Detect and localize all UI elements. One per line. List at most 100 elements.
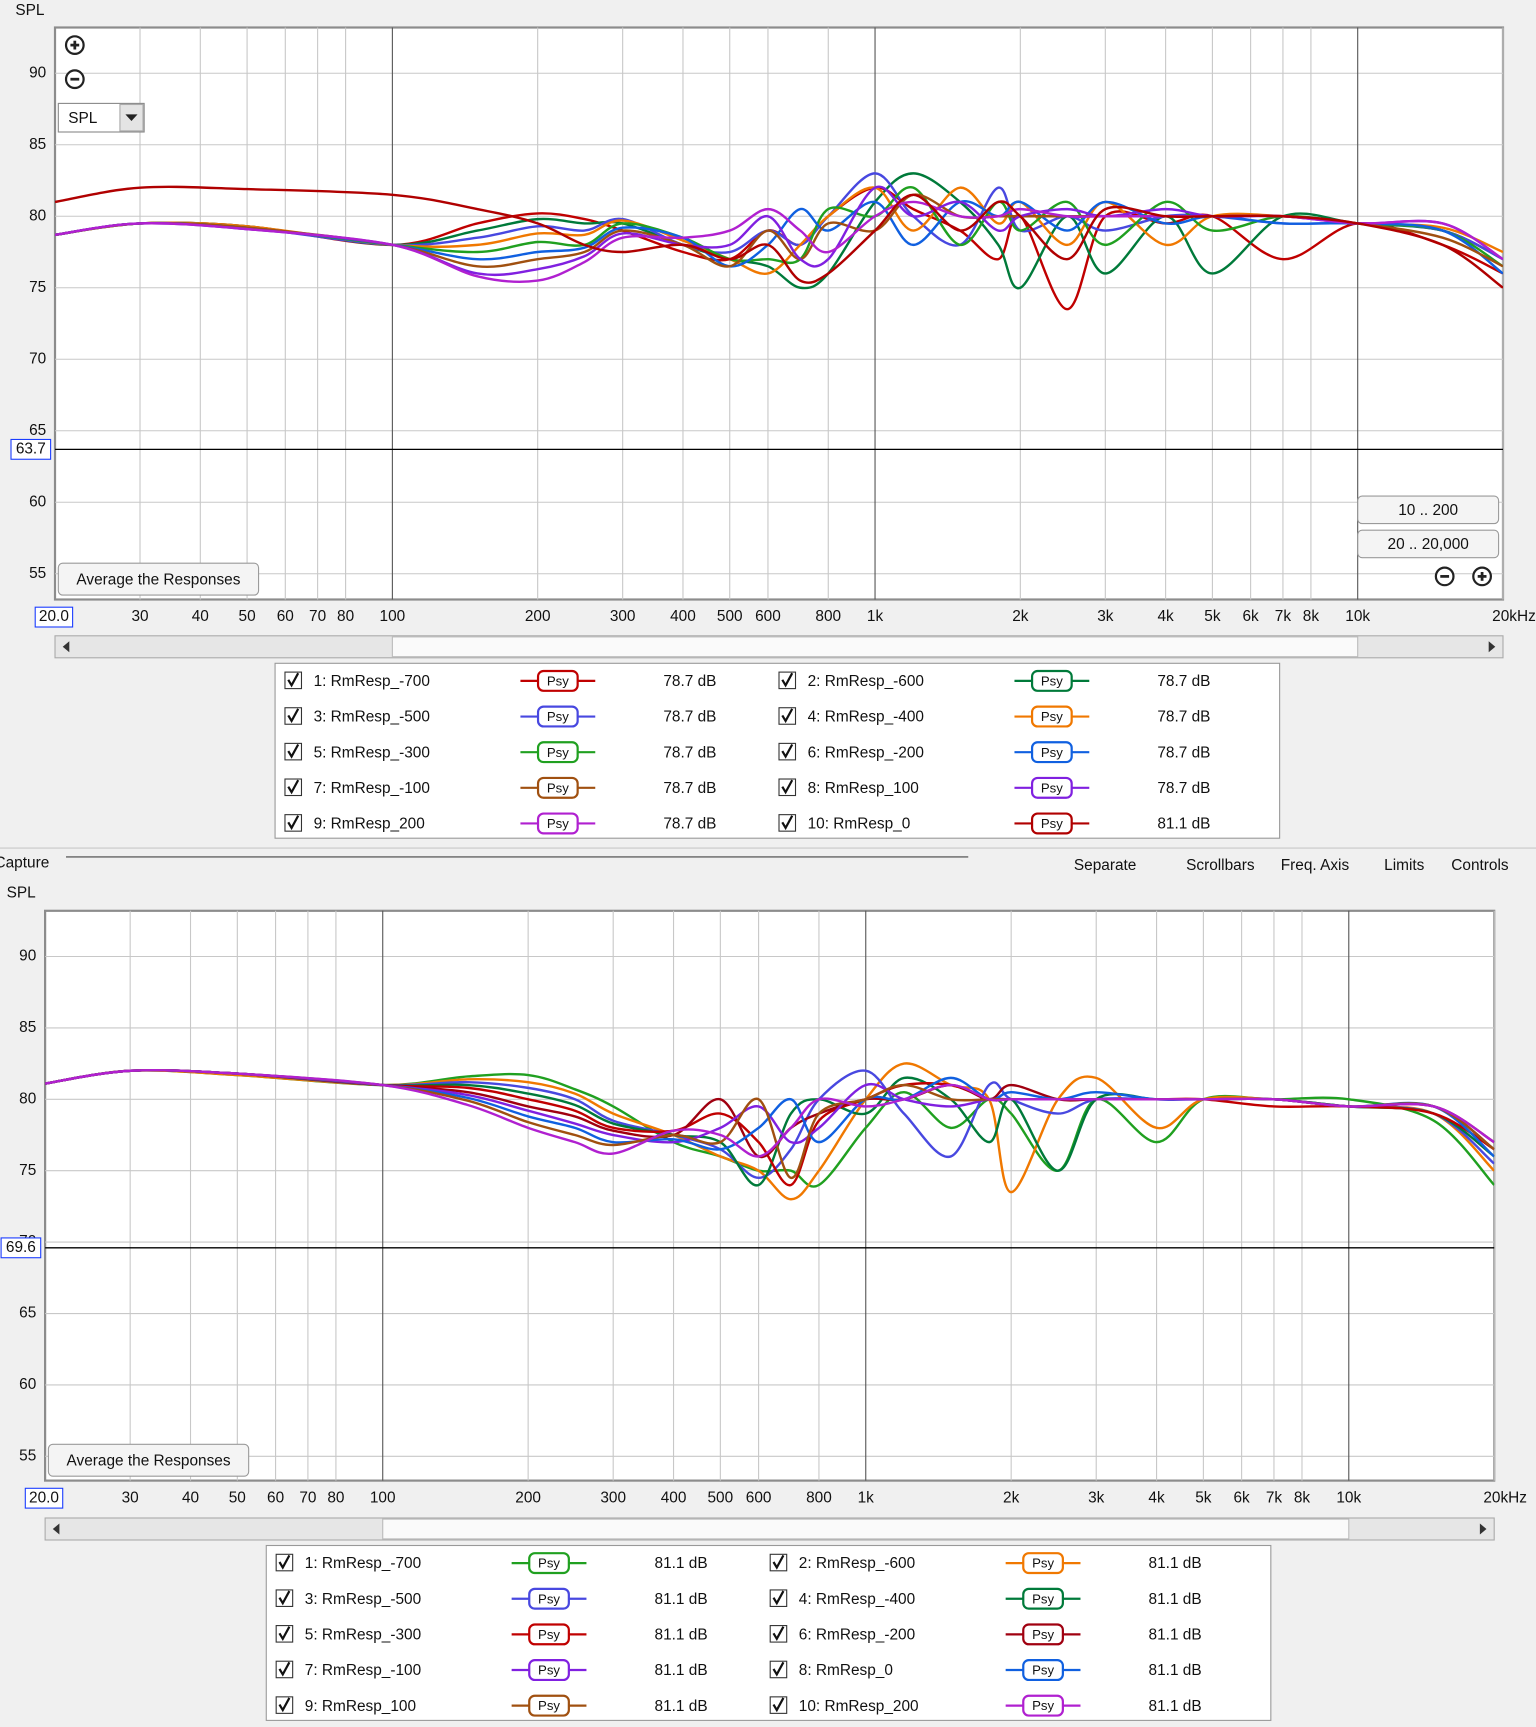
legend-check (772, 1590, 785, 1606)
scroll-arrow[interactable] (62, 641, 70, 653)
y-tick-label: 90 (29, 64, 46, 81)
legend-smoothing: Psy (547, 673, 569, 688)
legend-level: 81.1 dB (1149, 1555, 1202, 1572)
legend-smoothing: Psy (538, 1556, 560, 1571)
legend-smoothing: Psy (538, 1591, 560, 1606)
legend-name: 2: RmResp_-600 (799, 1555, 915, 1572)
legend-smoothing: Psy (1032, 1698, 1054, 1713)
legend-name: 2: RmResp_-600 (808, 673, 924, 690)
legend-smoothing-box (536, 812, 579, 835)
x-tick-label: 4k (1157, 608, 1174, 625)
scroll-arrow[interactable] (1488, 641, 1496, 653)
legend-smoothing: Psy (1041, 816, 1063, 831)
x-start-label[interactable]: 20.0 (29, 1489, 59, 1506)
x-start-box[interactable] (24, 1487, 64, 1509)
plot-area (44, 909, 1496, 1482)
x-tick-label: 200 (515, 1489, 541, 1506)
scroll-arrow[interactable] (52, 1523, 60, 1535)
legend-smoothing-box (1022, 1659, 1064, 1682)
legend-smoothing-box (536, 741, 579, 764)
x-tick-label: 300 (600, 1489, 626, 1506)
legend-level: 81.1 dB (1157, 816, 1210, 833)
legend-level: 81.1 dB (655, 1555, 708, 1572)
legend-level: 78.7 dB (1157, 673, 1210, 690)
legend-check (278, 1626, 291, 1641)
y-tick-label: 60 (29, 493, 46, 510)
marker-label: 63.7 (16, 440, 46, 457)
legend-name: 4: RmResp_-400 (799, 1591, 915, 1608)
legend-level: 78.7 dB (1157, 709, 1210, 726)
x-tick-label: 40 (192, 608, 209, 625)
legend-check (781, 743, 794, 759)
legend-level: 78.7 dB (663, 709, 716, 726)
x-tick-label: 8k (1294, 1489, 1311, 1506)
average-button-bg[interactable] (47, 1443, 250, 1477)
legend-name: 10: RmResp_200 (799, 1698, 919, 1715)
legend-level: 78.7 dB (663, 816, 716, 833)
legend-smoothing-box (536, 705, 579, 728)
range-button[interactable]: 10 .. 200 (1398, 502, 1458, 519)
legend-check (772, 1697, 785, 1713)
scrollbar-thumb[interactable] (382, 1518, 1350, 1540)
toolbar-capture[interactable]: Capture (0, 855, 49, 872)
legend-smoothing: Psy (1032, 1556, 1054, 1571)
toolbar-item[interactable]: Controls (1451, 857, 1509, 874)
legend-name: 9: RmResp_100 (305, 1698, 416, 1715)
x-start-box[interactable] (34, 606, 74, 628)
legend-name: 8: RmResp_100 (808, 780, 919, 797)
legend-smoothing: Psy (1032, 1627, 1054, 1642)
legend-smoothing-box (1030, 741, 1073, 764)
legend-smoothing-box (1030, 705, 1073, 728)
legend-check (772, 1661, 785, 1677)
legend-smoothing-box (1030, 669, 1073, 692)
legend-level: 81.1 dB (1149, 1698, 1202, 1715)
average-button[interactable]: Average the Responses (76, 571, 240, 588)
x-tick-label: 6k (1233, 1489, 1250, 1506)
legend-check (278, 1661, 291, 1677)
marker-label: 69.6 (6, 1239, 36, 1256)
legend-level: 81.1 dB (655, 1662, 708, 1679)
toolbar-item[interactable]: Freq. Axis (1281, 857, 1350, 874)
legend-smoothing: Psy (547, 745, 569, 760)
x-tick-label: 500 (717, 608, 743, 625)
y-tick-label: 65 (29, 422, 46, 439)
x-tick-label: 500 (708, 1489, 734, 1506)
toolbar-item[interactable]: Scrollbars (1186, 857, 1255, 874)
range-button-bg[interactable] (1357, 529, 1500, 559)
legend-smoothing: Psy (547, 709, 569, 724)
scroll-arrow[interactable] (1479, 1523, 1487, 1535)
x-tick-label: 2k (1003, 1489, 1020, 1506)
x-tick-label: 300 (610, 608, 636, 625)
legend-name: 7: RmResp_-100 (305, 1662, 421, 1679)
x-tick-label: 600 (746, 1489, 772, 1506)
average-button-bg[interactable] (57, 562, 260, 596)
average-button[interactable]: Average the Responses (67, 1452, 231, 1469)
legend-smoothing-box (528, 1659, 570, 1682)
range-button-bg[interactable] (1357, 495, 1500, 525)
x-tick-label: 1k (867, 608, 884, 625)
toolbar-item[interactable]: Separate (1074, 857, 1136, 874)
legend-smoothing-box (536, 669, 579, 692)
legend-name: 10: RmResp_0 (808, 816, 911, 833)
legend-level: 81.1 dB (1149, 1662, 1202, 1679)
scrollbar-thumb[interactable] (391, 636, 1359, 658)
legend-check (772, 1554, 785, 1570)
x-start-label[interactable]: 20.0 (39, 608, 69, 625)
range-button[interactable]: 20 .. 20,000 (1388, 536, 1469, 553)
legend-level: 81.1 dB (655, 1698, 708, 1715)
legend-smoothing: Psy (538, 1663, 560, 1678)
toolbar-item[interactable]: Limits (1384, 857, 1425, 874)
dropdown-label[interactable]: SPL (68, 110, 98, 127)
legend-name: 3: RmResp_-500 (305, 1591, 421, 1608)
legend-level: 81.1 dB (655, 1591, 708, 1608)
legend-check (278, 1590, 291, 1606)
legend-name: 6: RmResp_-200 (808, 744, 924, 761)
legend-smoothing-box (1022, 1623, 1064, 1646)
legend-name: 1: RmResp_-700 (314, 673, 430, 690)
y-tick-label: 60 (19, 1376, 36, 1393)
x-tick-label: 3k (1097, 608, 1114, 625)
legend-name: 5: RmResp_-300 (305, 1627, 421, 1644)
y-tick-label: 55 (29, 565, 46, 582)
